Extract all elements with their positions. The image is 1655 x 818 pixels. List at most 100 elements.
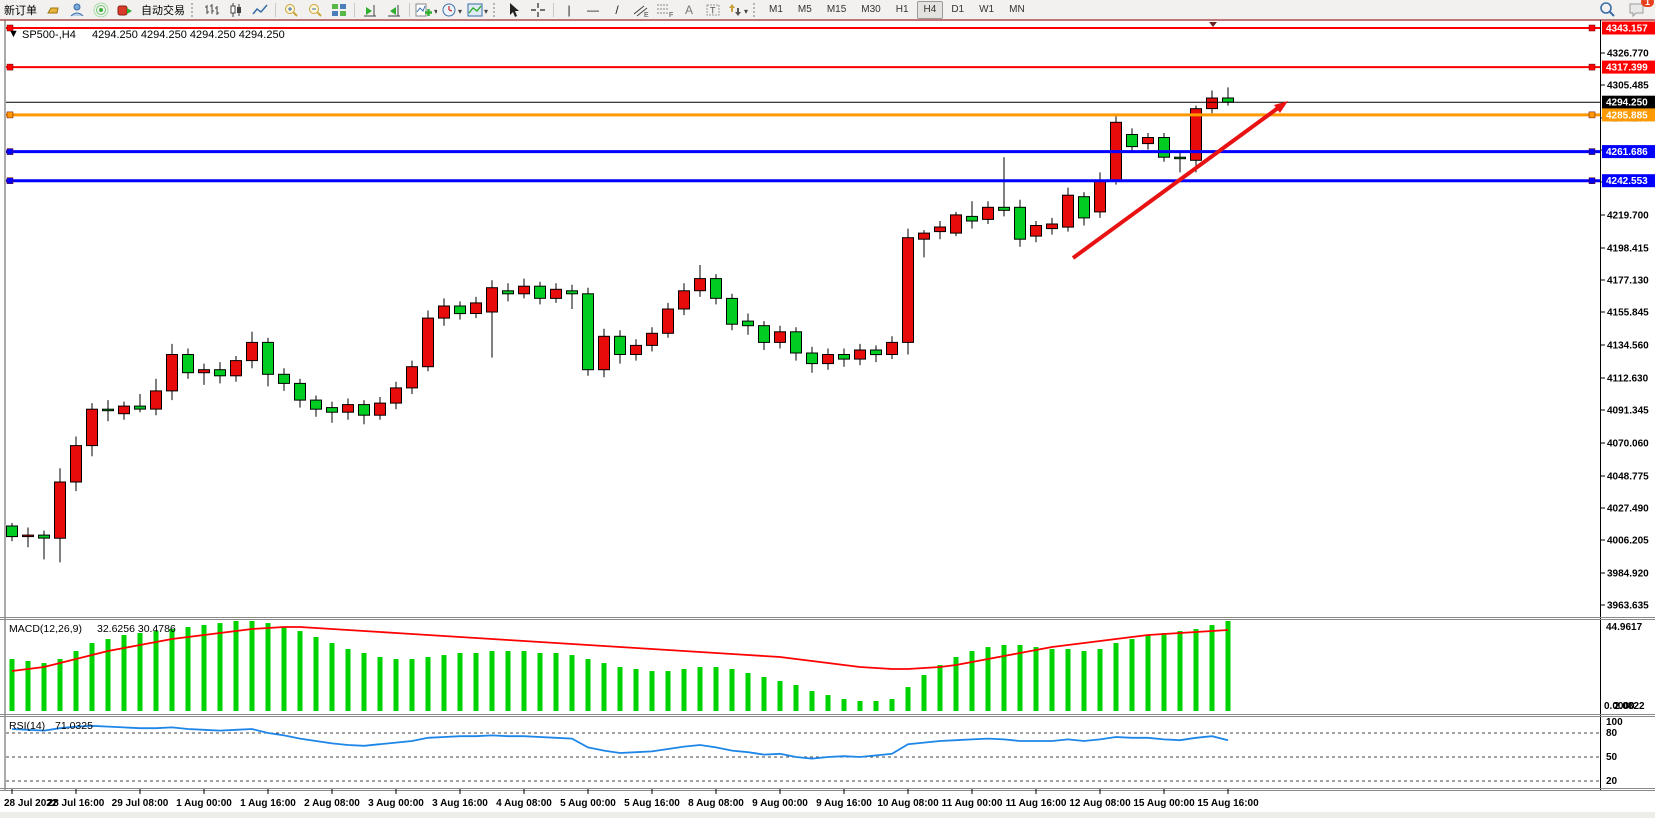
timeframe-m5[interactable]: M5 — [797, 3, 812, 15]
auto-trading-button[interactable]: 自动交易 — [137, 1, 189, 18]
bar-chart-icon[interactable] — [200, 1, 224, 18]
timeframe-m1[interactable]: M1 — [769, 3, 783, 15]
candle-chart-icon[interactable] — [224, 1, 248, 18]
text-tool[interactable]: A — [684, 2, 693, 17]
macd-bar — [25, 661, 31, 711]
bottom-strip — [0, 812, 1655, 818]
panel-splitters[interactable] — [0, 617, 1655, 791]
line-chart-icon[interactable] — [248, 1, 272, 18]
candle-body — [470, 302, 482, 314]
candle-body — [950, 214, 962, 234]
add-indicator-icon[interactable]: ▾ — [413, 1, 439, 18]
price-tick-label: 3984.920 — [1607, 569, 1649, 580]
hline-handle[interactable] — [6, 148, 14, 155]
macd-bar — [9, 659, 15, 711]
timeframe-h1[interactable]: H1 — [895, 3, 909, 15]
deposit-ingot-icon[interactable] — [41, 1, 65, 18]
timeframe-w1[interactable]: W1 — [979, 3, 995, 15]
candle-body — [502, 290, 514, 295]
community-icon[interactable] — [65, 1, 89, 18]
candle-body — [70, 445, 82, 483]
hline-handle[interactable] — [6, 63, 14, 71]
timeframe-m15[interactable]: M15 — [826, 3, 847, 15]
vertical-line-tool[interactable]: | — [567, 2, 571, 17]
auto-scroll-icon[interactable] — [382, 1, 406, 18]
macd-bar — [201, 625, 207, 711]
candle-body — [38, 534, 50, 539]
timeframe-d1[interactable]: D1 — [951, 3, 965, 15]
candle-body — [294, 382, 306, 401]
hline-handle[interactable] — [6, 111, 14, 119]
hline-handle[interactable] — [6, 177, 14, 184]
svg-text:T: T — [710, 5, 716, 15]
candle-body — [1206, 97, 1218, 110]
macd-bar — [585, 659, 591, 711]
macd-bar — [969, 651, 975, 711]
candle-body — [54, 481, 66, 539]
text-label-tool[interactable]: T — [701, 1, 725, 18]
macd-bar — [1129, 639, 1135, 711]
price-badge-label: 4285.885 — [1606, 110, 1648, 121]
timeframe-m30[interactable]: M30 — [861, 3, 881, 15]
macd-bar — [1081, 651, 1087, 711]
price-tick-label: 4219.700 — [1607, 211, 1649, 222]
candle-body — [598, 335, 610, 371]
new-order-button[interactable]: 新订单 — [0, 1, 41, 18]
horizontal-line-tool[interactable]: — — [587, 2, 599, 17]
macd-bar — [121, 635, 127, 711]
trend-arrow-line[interactable] — [1071, 106, 1280, 260]
macd-bar — [1033, 647, 1039, 711]
time-tick-label: 15 Aug 16:00 — [1197, 798, 1259, 809]
chat-icon[interactable]: 1 — [1625, 0, 1654, 18]
signals-icon[interactable] — [89, 1, 113, 18]
hline-handle[interactable] — [1588, 148, 1596, 155]
tile-windows-icon[interactable] — [327, 1, 351, 18]
hline-handle[interactable] — [1588, 111, 1596, 119]
search-icon[interactable] — [1595, 1, 1619, 18]
fibonacci-tool[interactable]: F — [653, 1, 677, 18]
candle-body — [230, 360, 242, 377]
timeframe-mn[interactable]: MN — [1009, 3, 1025, 15]
candle-body — [1126, 134, 1138, 148]
trendline-tool[interactable]: / — [615, 2, 619, 17]
equidistant-channel-tool[interactable]: E — [629, 1, 653, 18]
price-tick-label: 4091.345 — [1607, 406, 1649, 417]
hline-handle[interactable] — [6, 24, 14, 32]
svg-text:▾: ▾ — [434, 7, 437, 16]
auto-trading-icon[interactable] — [113, 1, 137, 18]
macd-bar — [105, 639, 111, 711]
macd-bar — [169, 629, 175, 711]
timeframe-h4[interactable]: H4 — [916, 0, 944, 19]
trend-arrow-head[interactable] — [1274, 101, 1288, 113]
candle-body — [582, 293, 594, 371]
price-badge — [1602, 145, 1655, 159]
candle-body — [134, 405, 146, 410]
crosshair-icon[interactable] — [526, 1, 550, 18]
candle-body — [774, 331, 786, 343]
candle-body — [1158, 137, 1170, 158]
price-badge-label: 4242.553 — [1606, 176, 1648, 187]
shift-chart-icon[interactable] — [358, 1, 382, 18]
candle-body — [182, 354, 194, 374]
rsi-axis-label: 100 — [1606, 717, 1623, 728]
candle-body — [838, 354, 850, 360]
hline-handle[interactable] — [1588, 24, 1596, 32]
arrows-tool[interactable]: ▾ — [725, 1, 751, 18]
zoom-in-icon[interactable] — [279, 1, 303, 18]
one-click-expander-icon[interactable]: ▼ — [8, 28, 19, 40]
macd-bar — [393, 659, 399, 711]
timeframe-toolbar: M1 M5 M15 M30 H1 H4 D1 W1 MN — [762, 0, 1032, 19]
time-tick-label: 29 Jul 08:00 — [112, 798, 169, 809]
hline-handle[interactable] — [1588, 63, 1596, 71]
time-tick-label: 1 Aug 00:00 — [176, 798, 232, 809]
cursor-icon[interactable] — [502, 1, 526, 18]
price-badge-label: 4294.250 — [1606, 98, 1648, 109]
hline-handle[interactable] — [1588, 177, 1596, 184]
zoom-out-icon[interactable] — [303, 1, 327, 18]
template-chart-icon[interactable]: ▾ — [465, 1, 491, 18]
period-clock-icon[interactable]: ▾ — [439, 1, 465, 18]
candle-body — [630, 344, 642, 355]
candle-body — [1142, 137, 1154, 145]
